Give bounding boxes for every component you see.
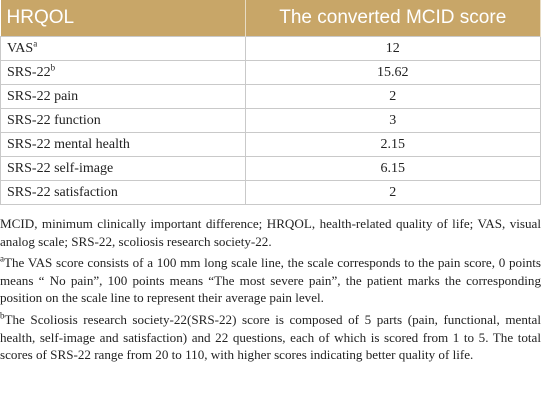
cell-text: SRS-22 bbox=[7, 64, 51, 80]
table: HRQOL The converted MCID score VASa 12 SRS… bbox=[0, 0, 541, 205]
cell: SRS-22 mental health bbox=[0, 132, 246, 157]
cell: 12 bbox=[244, 36, 541, 61]
notes: MCID, minimum clinically important diffe… bbox=[0, 215, 541, 364]
cell: 3 bbox=[244, 108, 541, 133]
cell: SRS-22 satisfaction bbox=[0, 180, 246, 205]
header-cell: HRQOL bbox=[0, 0, 246, 37]
cell: 6.15 bbox=[244, 156, 541, 181]
cell-text: SRS-22 self-image bbox=[7, 160, 114, 176]
header-row: HRQOL The converted MCID score bbox=[0, 0, 541, 37]
cell: VASa bbox=[0, 36, 246, 61]
footnote-text: The Scoliosis research society-22(SRS-22… bbox=[0, 311, 541, 363]
footnote-marker: b bbox=[0, 310, 5, 321]
row: SRS-22 satisfaction 2 bbox=[0, 180, 541, 205]
superscript: b bbox=[50, 61, 56, 72]
footnote-text: The VAS score consists of a 100 mm long … bbox=[0, 255, 541, 306]
cell: SRS-22 pain bbox=[0, 84, 246, 109]
row: SRS-22 mental health 2.15 bbox=[0, 132, 541, 157]
cell-text: SRS-22 pain bbox=[7, 88, 79, 104]
row: SRS-22 function 3 bbox=[0, 108, 541, 133]
row: SRS-22 pain 2 bbox=[0, 84, 541, 109]
cell: 2 bbox=[244, 180, 541, 205]
cell: SRS-22 self-image bbox=[0, 156, 246, 181]
footnote: bThe Scoliosis research society-22(SRS-2… bbox=[0, 311, 541, 364]
header-cell: The converted MCID score bbox=[245, 0, 541, 37]
superscript: a bbox=[33, 37, 38, 48]
cell: SRS-22b bbox=[0, 60, 246, 85]
cell-text: SRS-22 satisfaction bbox=[7, 184, 118, 200]
cell: 2 bbox=[244, 84, 541, 109]
cell: 15.62 bbox=[244, 60, 541, 85]
row: VASa 12 bbox=[0, 36, 541, 61]
cell: SRS-22 function bbox=[0, 108, 246, 133]
footnote: aThe VAS score consists of a 100 mm long… bbox=[0, 254, 541, 307]
cell-text: SRS-22 function bbox=[7, 112, 101, 128]
footnote-marker: a bbox=[0, 253, 4, 264]
row: SRS-22b 15.62 bbox=[0, 60, 541, 85]
abbreviations: MCID, minimum clinically important diffe… bbox=[0, 216, 541, 249]
cell: 2.15 bbox=[244, 132, 541, 157]
cell-text: VAS bbox=[7, 40, 34, 56]
row: SRS-22 self-image 6.15 bbox=[0, 156, 541, 181]
cell-text: SRS-22 mental health bbox=[7, 136, 130, 152]
